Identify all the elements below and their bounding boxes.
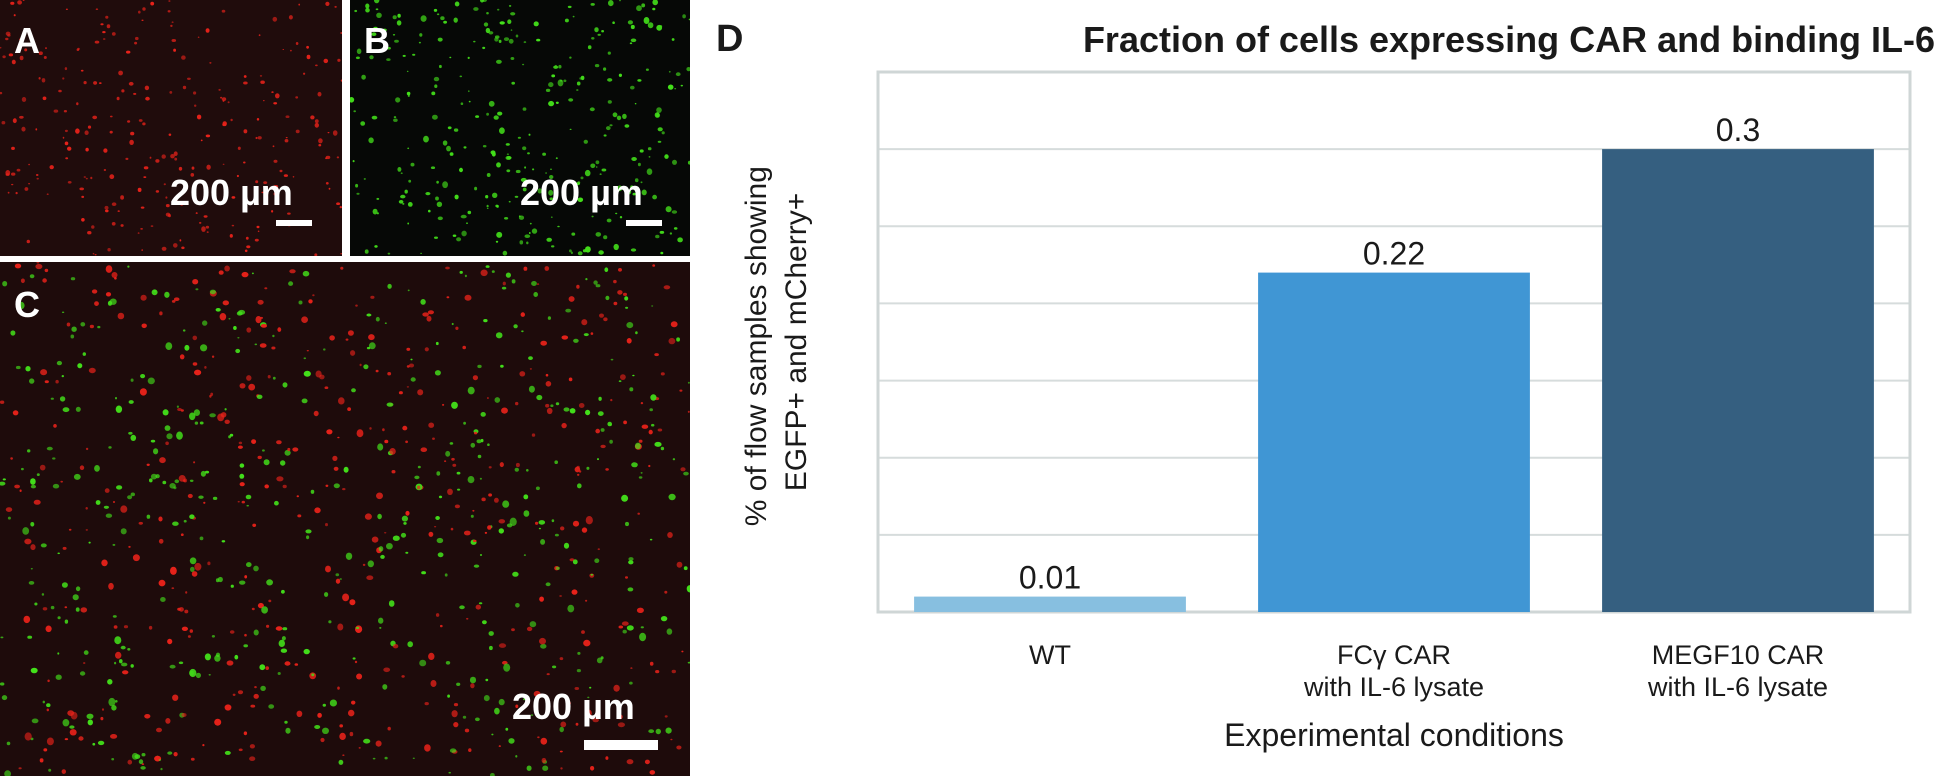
bar-chart: Fraction of cells expressing CAR and bin… (740, 19, 1935, 753)
x-axis-label: Experimental conditions (1224, 717, 1564, 753)
bars: 0.01 0.22 0.3 (914, 112, 1874, 612)
panel-c-micrograph: C 200 µm (0, 262, 690, 776)
panel-a-scale-bar (276, 220, 312, 226)
panel-a-label: A (14, 20, 40, 61)
bar-value-label-1: 0.22 (1363, 236, 1425, 272)
bar-value-label-2: 0.3 (1716, 112, 1760, 148)
panel-c-scale-label: 200 µm (512, 686, 635, 727)
panel-d-label: D (716, 18, 744, 60)
x-tick-label-2: MEGF10 CAR with IL-6 lysate (1647, 640, 1828, 702)
panel-c-image (0, 262, 690, 776)
bar-1 (1258, 272, 1530, 612)
y-axis-label: % of flow samples showing EGFP+ and mChe… (740, 158, 813, 527)
cell-dots (350, 0, 690, 256)
x-tick-labels: WT FCγ CAR with IL-6 lysate MEGF10 CAR with … (1029, 640, 1828, 702)
bar-0 (914, 596, 1186, 612)
panel-b-label: B (364, 20, 390, 61)
panel-a-scale-label: 200 µm (170, 172, 293, 213)
y-axis-label-line-2: EGFP+ and mCherry+ (780, 193, 813, 491)
chart-title: Fraction of cells expressing CAR and bin… (1083, 19, 1935, 60)
panel-c-scale-bar (584, 740, 658, 750)
panel-b-scale-bar (626, 220, 662, 226)
y-axis-label-line-1: % of flow samples showing (740, 166, 773, 526)
panel-b-micrograph: B 200 µm (350, 0, 690, 256)
panel-c-label: C (14, 284, 40, 325)
cell-dots (0, 262, 690, 776)
panel-b-image (350, 0, 690, 256)
panel-b-scale-label: 200 µm (520, 172, 643, 213)
panel-a-micrograph: A 200 µm (0, 0, 342, 256)
bar-2 (1602, 149, 1874, 612)
x-tick-label-0: WT (1029, 640, 1071, 670)
panel-a-image (0, 0, 342, 256)
cell-dots (0, 0, 342, 256)
bar-value-label-0: 0.01 (1019, 560, 1081, 596)
x-tick-label-1: FCγ CAR with IL-6 lysate (1303, 640, 1484, 702)
